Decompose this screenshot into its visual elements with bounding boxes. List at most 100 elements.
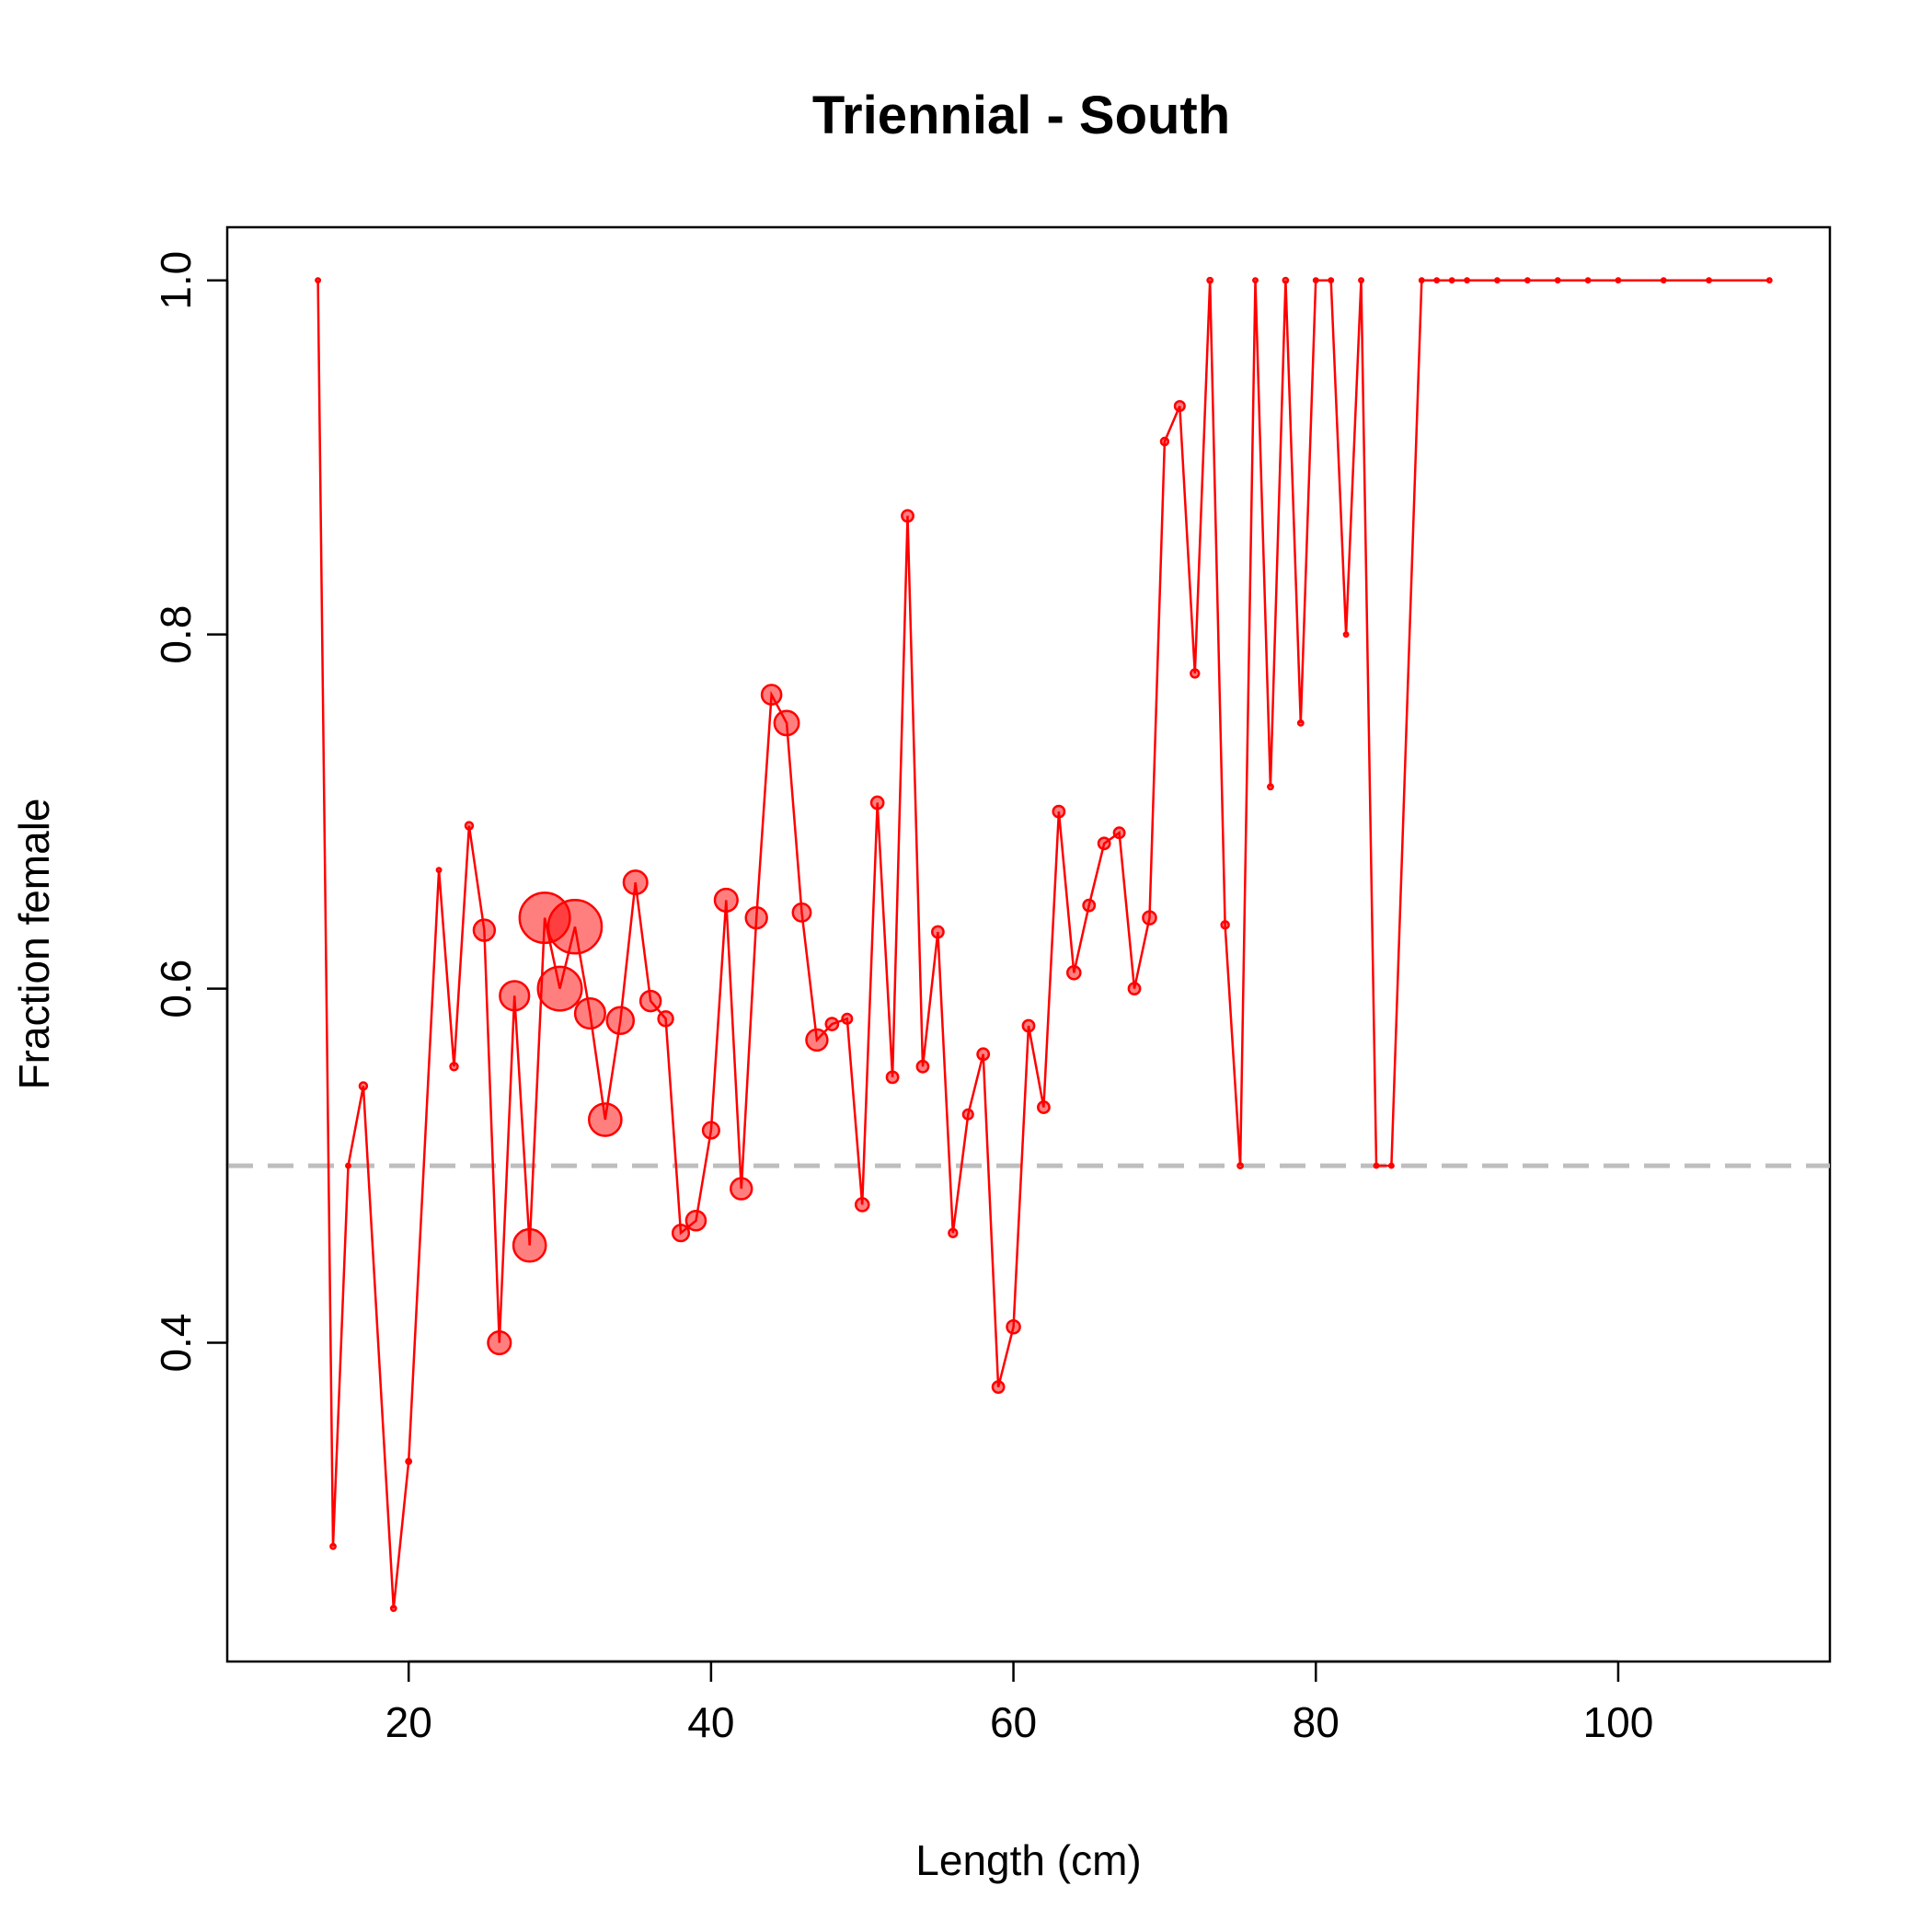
data-point [512,1227,547,1263]
data-point [358,1081,369,1091]
x-tick-label: 100 [1583,1698,1654,1746]
data-point [1006,1318,1021,1335]
x-tick-label: 80 [1293,1698,1340,1746]
y-tick-label: 0.8 [152,605,200,664]
chart-title: Triennial - South [812,86,1230,145]
data-point [1037,1100,1051,1114]
data-point [1173,399,1186,412]
data-point [1312,277,1319,284]
data-point [713,887,739,913]
data-point [1127,982,1142,996]
data-point [546,898,604,955]
data-point [315,277,322,284]
data-point [1066,965,1082,981]
x-tick-label: 20 [385,1698,432,1746]
y-tick-label: 0.6 [152,960,200,1018]
data-point [536,965,583,1012]
data-point [389,1604,397,1613]
data-point [1236,1162,1244,1169]
data-point [791,902,812,923]
data-point [1584,277,1592,284]
data-point [1765,277,1773,284]
data-point [1373,1162,1380,1169]
data-point [991,1380,1006,1395]
data-point [1706,277,1712,284]
data-point [487,1329,512,1356]
data-point [1220,920,1230,930]
data-point [854,1197,870,1213]
data-point [701,1121,720,1140]
data-point [1052,804,1066,819]
data-point [885,1070,900,1085]
data-point [638,989,662,1013]
data-point [405,1457,413,1466]
data-point [345,1162,351,1169]
data-point [760,684,783,706]
data-point [1206,276,1214,284]
data-point [869,795,885,811]
data-point [1328,277,1335,284]
data-point [1554,277,1561,284]
y-tick-label: 1.0 [152,251,200,310]
data-point [684,1209,707,1232]
data-point [901,509,914,523]
data-point [1142,910,1157,926]
data-point [1190,668,1201,679]
data-point [472,918,497,942]
data-point [824,1017,840,1031]
y-tick-label: 0.4 [152,1314,200,1373]
data-point [1282,276,1290,284]
data-point [329,1543,337,1550]
data-point [1433,277,1441,284]
data-point [1082,898,1097,913]
data-point [1342,631,1350,638]
data-point [435,867,443,874]
data-point [1267,783,1274,791]
data-point [622,869,649,896]
data-point [1387,1162,1395,1169]
data-point [773,709,800,737]
data-point [657,1010,674,1028]
data-point [464,821,475,831]
data-point [1159,436,1170,447]
data-point [961,1108,974,1121]
data-point [499,980,531,1012]
x-axis-label: Length (cm) [915,1836,1141,1884]
data-point [730,1177,753,1201]
data-point [948,1227,959,1238]
data-point [605,1006,636,1036]
data-point [744,905,768,930]
data-point [1097,836,1111,851]
x-axis: 20 40 60 80 100 [385,1660,1654,1746]
data-point [1464,277,1471,284]
data-point [841,1012,854,1025]
data-point [1418,277,1425,284]
data-point [1448,277,1455,284]
plot-frame [225,225,1832,1663]
data-point [915,1059,930,1074]
data-point [573,997,606,1030]
series-point-layer [315,276,1773,1613]
data-point [1494,277,1501,284]
data-point [1615,277,1622,284]
series-line [316,279,1770,1609]
data-point [1358,277,1364,284]
data-point [1660,277,1667,284]
x-tick-label: 40 [687,1698,734,1746]
y-axis-label: Fraction female [10,798,58,1089]
data-point [930,925,945,939]
data-point [671,1224,691,1243]
y-axis: 0.4 0.6 0.8 1.0 [152,251,229,1373]
data-point [1524,277,1531,284]
data-point [1112,826,1126,840]
data-point [449,1062,459,1072]
series-line-layer [316,279,1770,1609]
data-point [1021,1018,1036,1033]
data-point [976,1047,991,1062]
x-tick-label: 60 [990,1698,1037,1746]
data-point [805,1028,829,1052]
data-point [1296,719,1305,727]
data-point [1252,277,1259,284]
data-point [587,1102,623,1137]
